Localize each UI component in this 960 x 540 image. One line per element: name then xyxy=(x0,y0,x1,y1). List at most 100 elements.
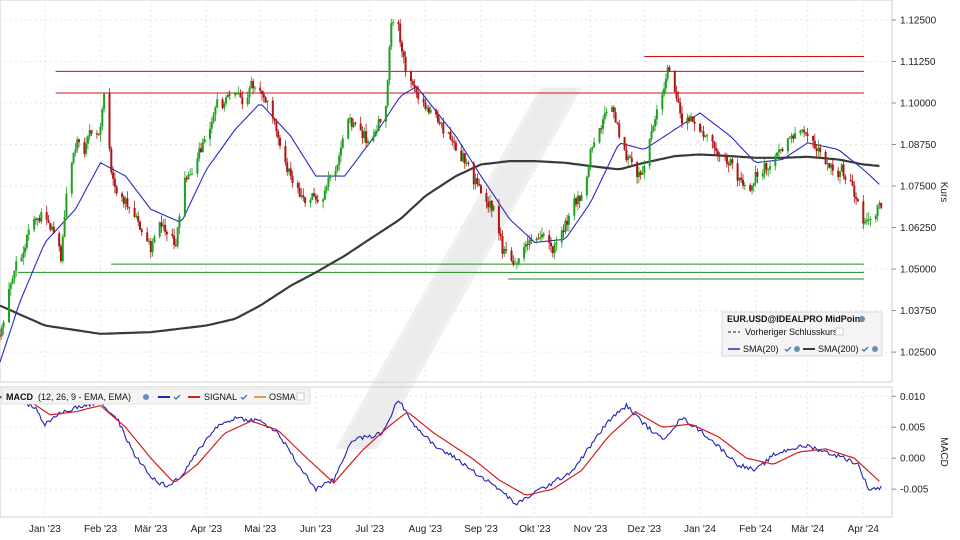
candle-down xyxy=(302,195,305,198)
candle-up xyxy=(349,118,351,120)
candle-down xyxy=(691,116,694,122)
candle-down xyxy=(115,186,118,194)
candle-down xyxy=(34,219,37,220)
candle-down xyxy=(259,87,262,91)
date-tick-label: Jun '23 xyxy=(300,524,332,535)
sma20-settings-icon[interactable] xyxy=(794,346,800,352)
candle-up xyxy=(514,263,517,265)
candle-up xyxy=(598,128,601,143)
date-tick-label: Sep '23 xyxy=(464,524,498,535)
candle-down xyxy=(60,246,62,261)
candle-down xyxy=(510,250,513,261)
globe-icon[interactable] xyxy=(859,316,865,322)
candle-up xyxy=(553,244,556,254)
date-x-axis: Jan '23 Feb '23 Mär '23 Apr '23 Mai '23 Jun '… xyxy=(29,524,880,535)
candle-down xyxy=(485,193,488,202)
candle-up xyxy=(611,107,613,112)
candle-down xyxy=(623,137,626,150)
candle-up xyxy=(560,230,563,243)
candle-down xyxy=(636,162,639,177)
macd-tick-label: 0.005 xyxy=(900,423,925,434)
candle-up xyxy=(124,198,127,204)
sma200-check-icon[interactable] xyxy=(861,346,869,352)
candle-down xyxy=(38,218,41,222)
candle-up xyxy=(580,195,583,201)
candle-down xyxy=(566,220,569,225)
candle-up xyxy=(535,238,538,241)
candle-up xyxy=(567,215,570,225)
candle-up xyxy=(585,176,588,196)
candle-up xyxy=(627,156,630,161)
previous-close-checkbox[interactable] xyxy=(835,327,844,336)
candle-down xyxy=(575,198,578,205)
candle-down xyxy=(128,207,131,209)
macd-panel-frame xyxy=(0,386,893,518)
candle-down xyxy=(83,142,86,154)
sma20-check-icon[interactable] xyxy=(784,346,792,352)
candle-down xyxy=(842,164,845,177)
candle-down xyxy=(815,148,818,152)
candle-up xyxy=(266,100,269,103)
candle-down xyxy=(463,153,466,164)
candle-down xyxy=(616,122,619,124)
candle-down xyxy=(803,129,806,133)
candle-up xyxy=(767,169,770,171)
candle-up xyxy=(151,242,154,253)
sma20-line xyxy=(0,85,880,363)
candle-down xyxy=(365,131,368,143)
candle-up xyxy=(372,136,375,141)
candle-up xyxy=(40,212,43,222)
date-tick-label: Feb '23 xyxy=(84,524,117,535)
candle-up xyxy=(788,137,791,139)
legend-osma: OSMA xyxy=(269,392,296,402)
date-tick-label: Aug '23 xyxy=(409,524,443,535)
candle-down xyxy=(78,139,80,143)
candle-down xyxy=(501,236,504,254)
sma200-line xyxy=(0,153,880,335)
candle-up xyxy=(743,185,746,186)
candle-up xyxy=(203,138,206,143)
price-tick-label: 1.03750 xyxy=(900,306,937,317)
signal-check-icon[interactable] xyxy=(240,394,248,400)
candle-up xyxy=(196,158,199,174)
candle-up xyxy=(223,103,226,108)
candle-up xyxy=(602,119,604,129)
candle-up xyxy=(738,177,741,181)
candle-up xyxy=(72,152,75,163)
candle-down xyxy=(239,92,242,98)
candle-down xyxy=(174,245,177,246)
macd-check-icon[interactable] xyxy=(173,394,181,400)
osma-checkbox[interactable] xyxy=(296,392,305,401)
candle-up xyxy=(15,261,18,271)
sma200-settings-icon[interactable] xyxy=(872,346,878,352)
sma20-layer xyxy=(0,85,880,363)
candle-up xyxy=(704,135,707,137)
price-y-axis: 1.02500 1.03750 1.05000 1.06250 1.07500 1.087… xyxy=(892,15,937,359)
candle-up xyxy=(489,200,491,208)
price-tick-label: 1.05000 xyxy=(900,265,937,276)
candle-down xyxy=(126,198,129,208)
candle-down xyxy=(410,72,412,81)
price-tick-label: 1.07500 xyxy=(900,182,937,193)
candle-up xyxy=(248,88,251,98)
candle-down xyxy=(171,234,174,236)
macd-settings-icon[interactable] xyxy=(143,394,149,400)
price-axis-title: Kurs xyxy=(938,182,949,203)
candle-up xyxy=(429,109,432,113)
candle-down xyxy=(411,81,414,85)
candle-down xyxy=(731,159,734,164)
candle-up xyxy=(341,138,344,148)
candle-down xyxy=(675,91,678,99)
candle-down xyxy=(435,109,438,115)
candle-up xyxy=(867,219,870,221)
date-tick-label: Mär '24 xyxy=(791,524,824,535)
candle-down xyxy=(122,196,125,204)
candle-down xyxy=(113,178,116,187)
candle-down xyxy=(140,229,143,233)
candle-down xyxy=(422,98,425,103)
candle-up xyxy=(33,219,36,230)
candle-up xyxy=(763,163,766,174)
candle-up xyxy=(664,78,667,89)
candle-up xyxy=(225,97,228,104)
